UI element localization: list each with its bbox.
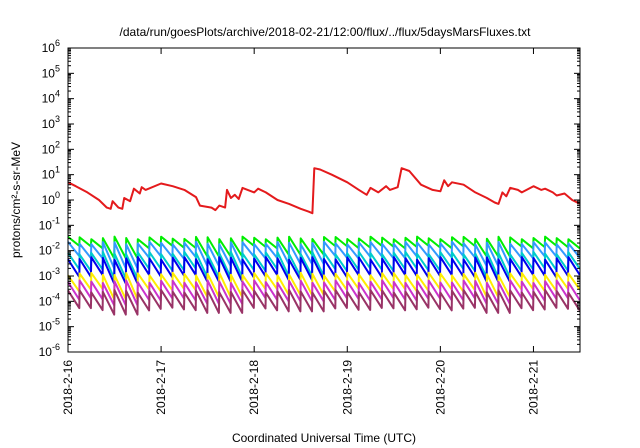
x-axis-label: Coordinated Universal Time (UTC) [232, 431, 416, 445]
y-tick: 10-3 [39, 251, 580, 283]
x-tick-label: 2018-2-16 [61, 360, 75, 415]
y-tick-label: 104 [42, 89, 60, 106]
y-tick: 10-1 [39, 200, 580, 232]
series-line-0 [67, 167, 581, 215]
y-tick: 10-6 [39, 327, 580, 359]
x-tick-label: 2018-2-21 [526, 360, 540, 415]
y-tick-label: 100 [42, 190, 60, 207]
y-axis-label: protons/cm²-s-sr-MeV [9, 142, 23, 258]
y-tick-label: 10-2 [39, 241, 60, 258]
y-tick: 103 [42, 99, 580, 131]
y-tick-label: 10-1 [39, 215, 60, 232]
y-axis: 10-6 10-5 10-4 10-3 10-2 10-1 100 101 102 103 104 1… [39, 38, 580, 359]
y-tick-label: 10-6 [39, 342, 60, 359]
x-tick: 2018-2-20 [433, 48, 447, 415]
x-tick-label: 2018-2-20 [433, 360, 447, 415]
y-tick: 106 [42, 38, 580, 55]
x-tick-label: 2018-2-18 [247, 360, 261, 415]
y-tick: 10-4 [39, 276, 580, 308]
y-tick: 10-5 [39, 301, 580, 334]
y-tick: 104 [42, 73, 580, 106]
y-tick-label: 102 [42, 139, 60, 156]
y-tick: 102 [42, 124, 580, 156]
x-tick: 2018-2-16 [61, 48, 75, 415]
x-tick-label: 2018-2-19 [340, 360, 354, 415]
x-axis: 2018-2-16 2018-2-17 2018-2-18 2018-2-19 2018… [61, 48, 540, 415]
x-tick-label: 2018-2-17 [154, 360, 168, 415]
y-tick-label: 10-4 [39, 291, 60, 308]
x-tick: 2018-2-17 [154, 48, 168, 415]
y-tick-label: 103 [42, 114, 60, 131]
y-tick-label: 106 [42, 38, 60, 55]
x-tick: 2018-2-19 [340, 48, 354, 415]
y-tick: 105 [42, 48, 580, 80]
chart-title: /data/run/goesPlots/archive/2018-02-21/1… [120, 25, 532, 39]
y-tick-label: 105 [42, 63, 60, 80]
x-tick: 2018-2-21 [526, 48, 540, 415]
series-layer [67, 167, 581, 316]
series-line-7 [67, 289, 581, 316]
y-tick-label: 10-3 [39, 266, 60, 283]
x-tick: 2018-2-18 [247, 48, 261, 415]
y-tick: 101 [42, 149, 580, 182]
y-tick-label: 10-5 [39, 317, 60, 334]
y-tick-label: 101 [42, 165, 60, 182]
y-tick: 10-2 [39, 225, 580, 258]
y-tick: 100 [42, 175, 580, 207]
series-line-4 [67, 256, 581, 285]
